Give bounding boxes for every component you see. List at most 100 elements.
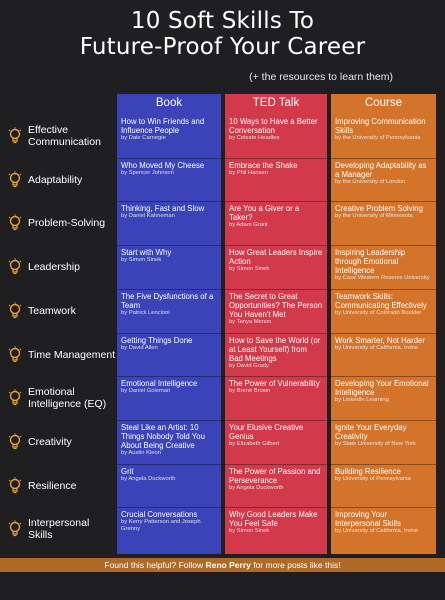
ted-title: The Secret to Great Opportunities? The P…	[229, 292, 323, 319]
course-resource: Teamwork Skills: Communicating Effective…	[331, 292, 436, 317]
row-divider	[117, 420, 436, 421]
skill-label: Creativity	[28, 436, 72, 448]
book-resource: The Five Dysfunctions of a Team by Patric…	[117, 292, 221, 317]
ted-title: How to Save the World (or at Least Yours…	[229, 336, 321, 363]
skill-cell: Problem-Solving	[8, 202, 116, 244]
course-author: by the University of London	[335, 179, 406, 185]
course-resource: Building Resilience by University of Penn…	[331, 467, 436, 483]
row-divider	[117, 158, 436, 159]
ted-author: by Angela Duckworth	[229, 485, 284, 491]
ted-title: Your Elusive Creative Genius	[229, 423, 304, 441]
ted-author: by Phil Hansen	[229, 170, 268, 176]
footer-banner: Found this helpful? Follow Reno Perry fo…	[0, 558, 445, 572]
course-resource: Improving Your Interpersonal Skills by Un…	[331, 510, 436, 535]
ted-resource: Embrace the Shake by Phil Hansen	[225, 161, 327, 177]
book-author: by Patrick Lencioni	[121, 310, 170, 316]
table-row: Time Management Getting Things Done by Dav…	[0, 334, 445, 376]
book-resource: Start with Why by Simon Sinek	[117, 248, 221, 264]
skill-label: Adaptability	[28, 174, 83, 186]
ted-title: The Power of Vulnerability	[229, 379, 320, 388]
title-line-1: 10 Soft Skills To	[130, 8, 315, 34]
skill-label: Emotional Intelligence (EQ)	[28, 386, 107, 410]
ted-author: by Celeste Headlee	[229, 135, 280, 141]
course-title: Ignite Your Everyday Creativity	[335, 423, 407, 441]
ted-resource: How to Save the World (or at Least Yours…	[225, 336, 327, 370]
course-author: by University of California, Irvine	[335, 528, 419, 534]
lightbulb-icon	[8, 302, 22, 319]
course-author: by State University of New York	[335, 441, 416, 447]
book-author: by Angela Duckworth	[121, 476, 176, 482]
ted-author: by Simon Sinek	[229, 528, 270, 534]
book-title: Grit	[121, 467, 134, 476]
footer-text-post: for more posts like this!	[250, 560, 341, 570]
ted-resource: Are You a Giver or a Taker? by Adam Grant	[225, 204, 327, 229]
book-title: The Five Dysfunctions of a Team	[121, 292, 214, 310]
course-resource: Work Smarter, Not Harder by University of…	[331, 336, 436, 352]
book-author: by David Allen	[121, 345, 158, 351]
table-row: Effective Communication How to Win Friend…	[0, 115, 445, 157]
course-column-bg	[331, 94, 436, 554]
subtitle: (+ the resources to learn them)	[249, 71, 393, 83]
course-resource: Creative Problem Solving by the Universit…	[331, 204, 436, 220]
ted-author: by Elizabeth Gilbert	[229, 441, 280, 447]
table-row: Leadership Start with Why by Simon Sinek Ho…	[0, 246, 445, 288]
title-line-2: Future-Proof Your Career	[79, 34, 366, 60]
book-title: Emotional Intelligence	[121, 379, 198, 388]
column-header-ted: TED Talk	[252, 97, 300, 109]
row-divider	[117, 333, 436, 334]
book-title: Crucial Conversations	[121, 510, 198, 519]
book-title: Start with Why	[121, 248, 172, 257]
course-resource: Inspiring Leadership through Emotional I…	[331, 248, 436, 282]
book-resource: Getting Things Done by David Allen	[117, 336, 221, 352]
row-divider	[117, 245, 436, 246]
course-author: by University of Pennsylvania	[335, 476, 411, 482]
lightbulb-icon	[8, 346, 22, 363]
ted-title: Why Good Leaders Make You Feel Safe	[229, 510, 318, 528]
row-divider	[117, 289, 436, 290]
course-resource: Developing Your Emotional Intelligence by…	[331, 379, 436, 404]
ted-author: by Brené Brown	[229, 388, 271, 394]
course-title: Building Resilience	[335, 467, 401, 476]
ted-resource: The Power of Passion and Perseverance by …	[225, 467, 327, 492]
book-resource: Who Moved My Cheese by Spencer Johnson	[117, 161, 221, 177]
lightbulb-icon	[8, 520, 22, 537]
table-row: Teamwork The Five Dysfunctions of a Team b…	[0, 290, 445, 332]
skill-label: Leadership	[28, 261, 80, 273]
book-author: by Austin Kleon	[121, 450, 161, 456]
course-title: Work Smarter, Not Harder	[335, 336, 425, 345]
ted-author: by Adam Grant	[229, 222, 268, 228]
ted-resource: How Great Leaders Inspire Action by Simon…	[225, 248, 327, 273]
book-author: by Dale Carnegie	[121, 135, 166, 141]
ted-resource: The Secret to Great Opportunities? The P…	[225, 292, 327, 326]
table-row: Adaptability Who Moved My Cheese by Spence…	[0, 159, 445, 201]
course-title: Inspiring Leadership through Emotional I…	[335, 248, 406, 275]
ted-title: Embrace the Shake	[229, 161, 298, 170]
lightbulb-icon	[8, 433, 22, 450]
book-author: by Spencer Johnson	[121, 170, 174, 176]
book-author: by Simon Sinek	[121, 257, 162, 263]
ted-resource: The Power of Vulnerability by Brené Brown	[225, 379, 327, 395]
lightbulb-icon	[8, 171, 22, 188]
book-resource: Steal Like an Artist: 10 Things Nobody T…	[117, 423, 221, 457]
course-title: Improving Your Interpersonal Skills	[335, 510, 401, 528]
lightbulb-icon	[8, 389, 22, 406]
book-title: How to Win Friends and Influence People	[121, 117, 205, 135]
skill-label: Effective Communication	[28, 124, 101, 148]
course-title: Creative Problem Solving	[335, 204, 423, 213]
skill-cell: Adaptability	[8, 159, 116, 201]
skill-cell: Effective Communication	[8, 115, 116, 157]
book-resource: Emotional Intelligence by Daniel Goleman	[117, 379, 221, 395]
ted-resource: 10 Ways to Have a Better Conversation by …	[225, 117, 327, 142]
ted-title: Are You a Giver or a Taker?	[229, 204, 300, 222]
row-divider	[117, 376, 436, 377]
skill-cell: Teamwork	[8, 290, 116, 332]
skill-label: Interpersonal Skills	[28, 517, 90, 541]
book-title: Who Moved My Cheese	[121, 161, 205, 170]
course-resource: Developing Adaptability as a Manager by t…	[331, 161, 436, 186]
skill-cell: Time Management	[8, 334, 116, 376]
course-resource: Improving Communication Skills by the Uni…	[331, 117, 436, 142]
row-divider	[117, 507, 436, 508]
book-resource: Crucial Conversations by Kerry Patterson …	[117, 510, 221, 533]
page-title: 10 Soft Skills To Future-Proof Your Care…	[0, 8, 445, 60]
row-divider	[117, 464, 436, 465]
